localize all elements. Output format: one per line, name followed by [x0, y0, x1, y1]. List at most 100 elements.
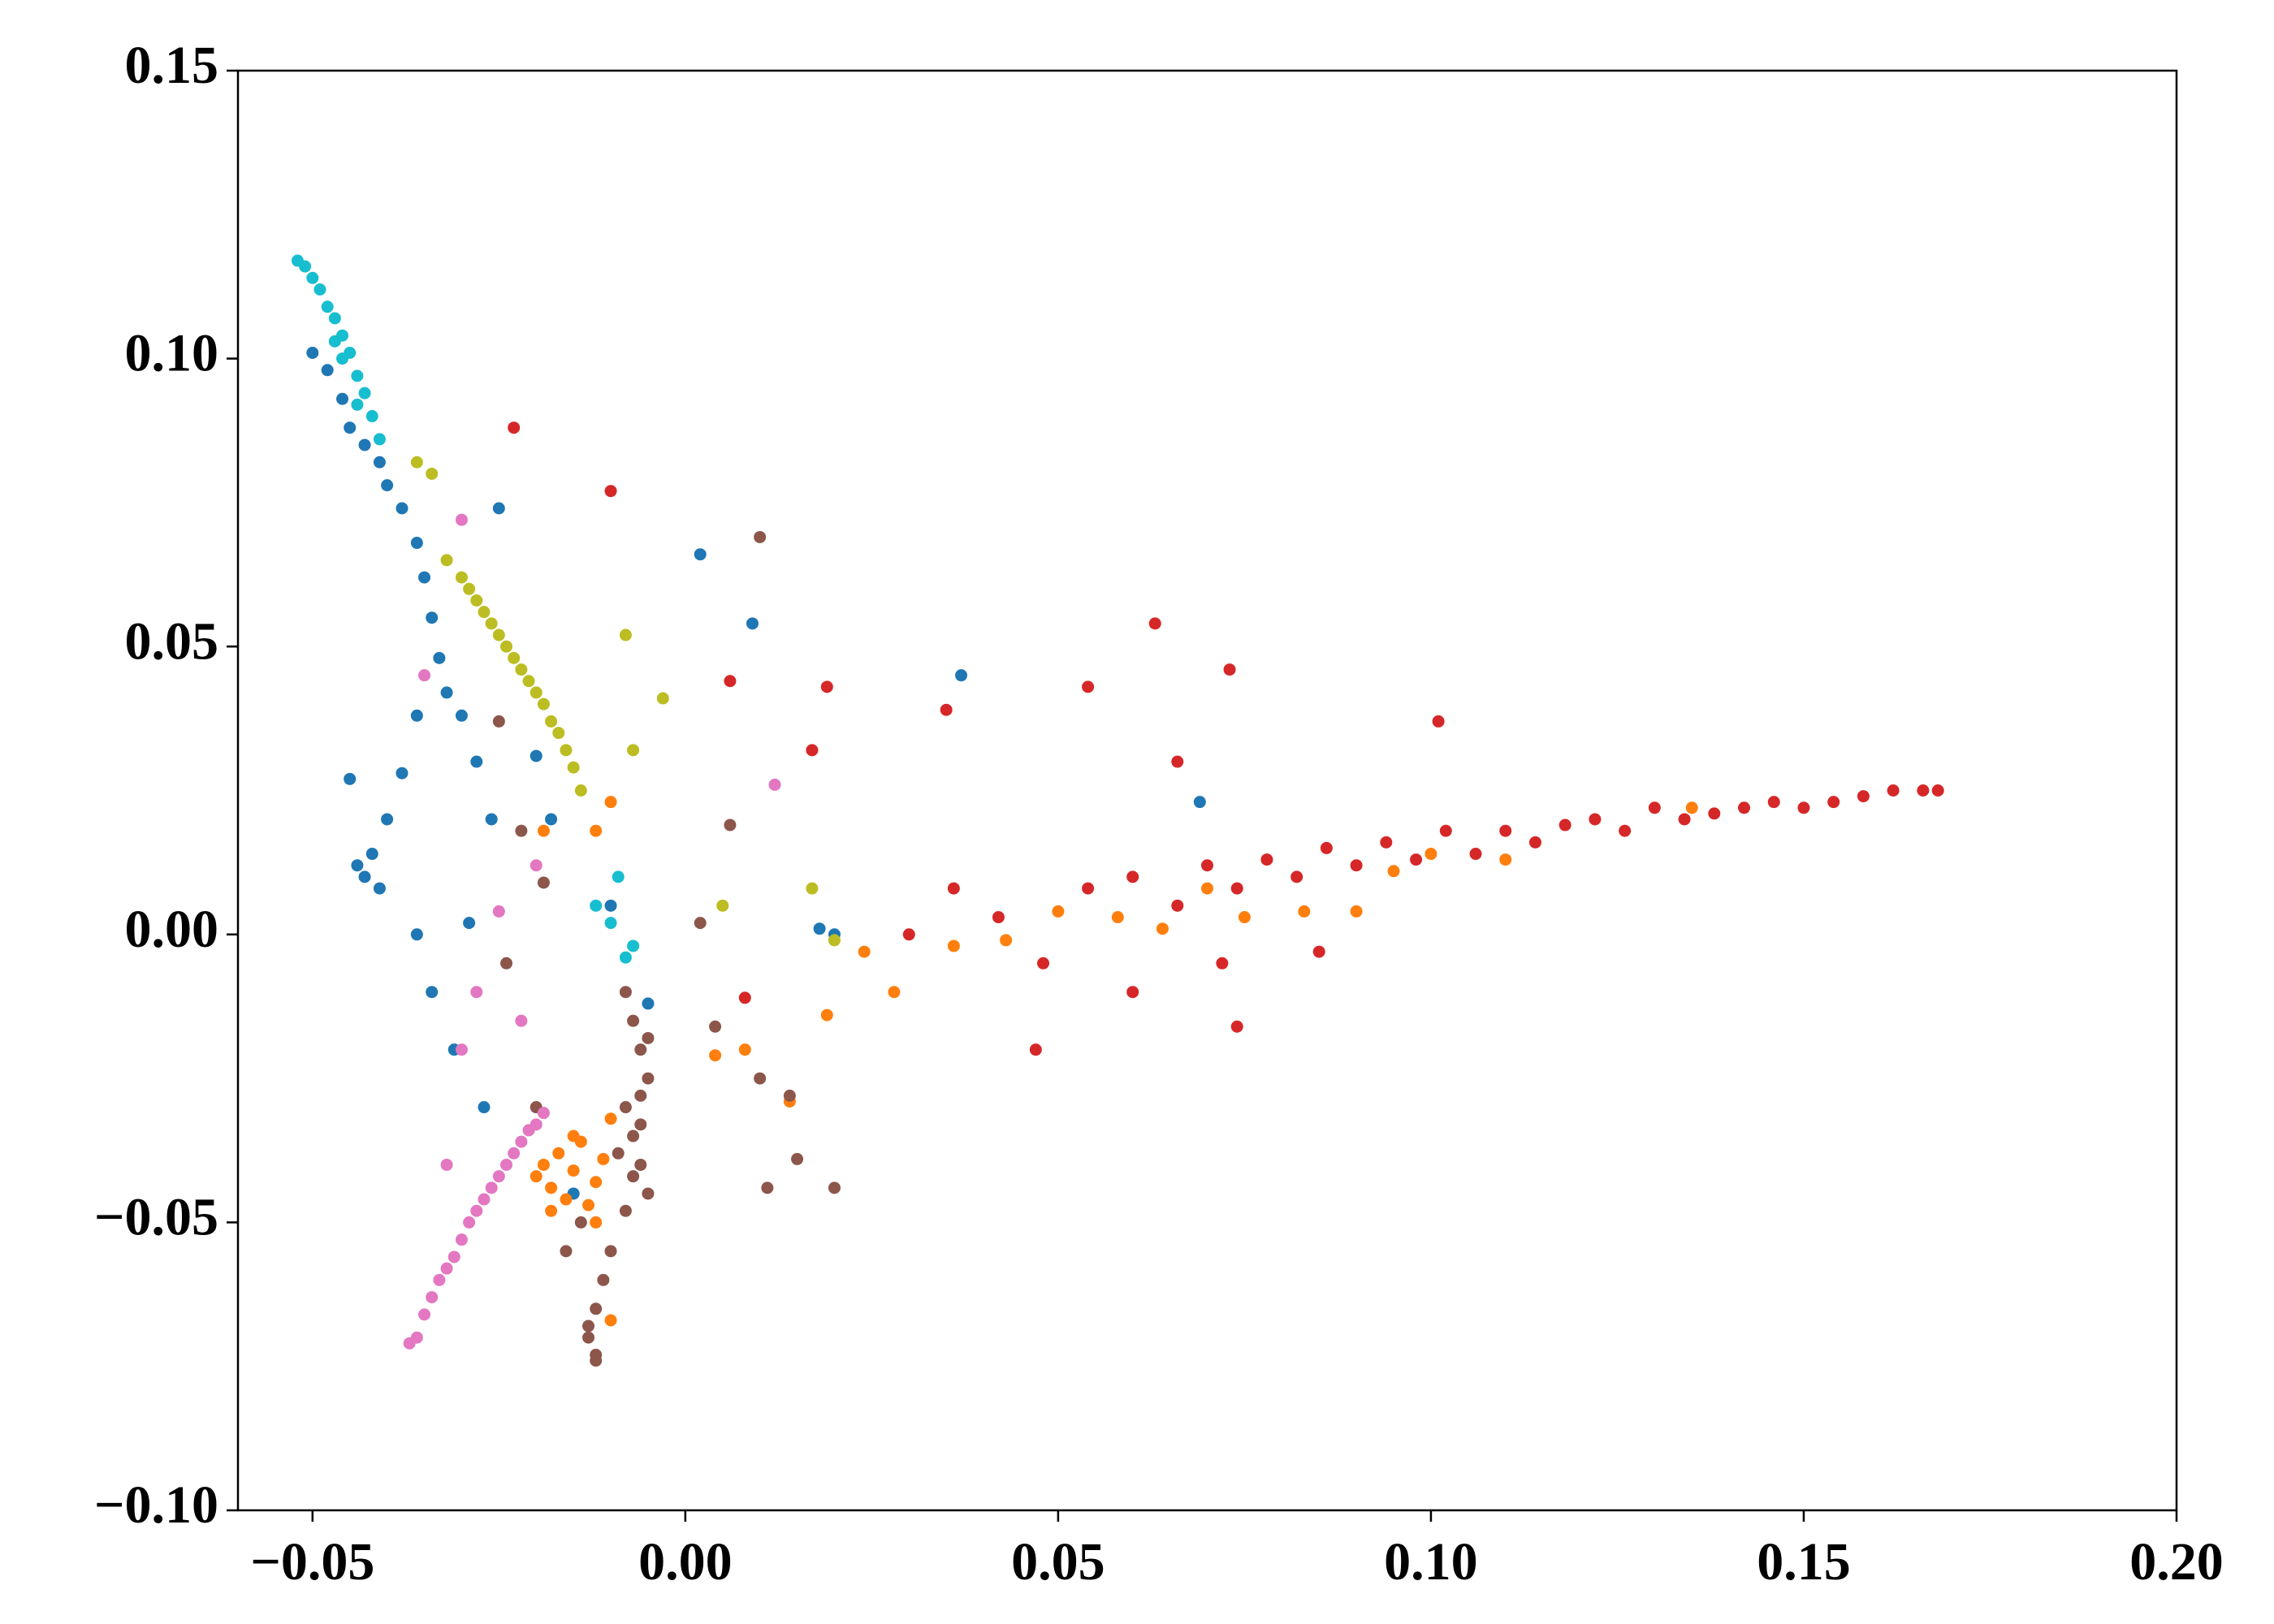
point — [560, 1245, 573, 1258]
point — [709, 1020, 722, 1033]
y-tick-label: 0.05 — [125, 611, 219, 671]
point — [1230, 882, 1243, 895]
point — [321, 364, 334, 377]
point — [1439, 824, 1452, 837]
point — [820, 680, 833, 693]
point — [373, 456, 386, 469]
point — [1298, 905, 1311, 918]
point — [724, 818, 737, 831]
point — [396, 502, 409, 515]
point — [1223, 663, 1236, 676]
point — [597, 1152, 610, 1165]
point — [1082, 680, 1095, 693]
point — [1201, 882, 1213, 895]
point — [1887, 784, 1900, 797]
point — [1171, 755, 1184, 768]
point — [440, 1158, 453, 1171]
point — [455, 571, 468, 584]
point — [604, 917, 617, 930]
point — [478, 1101, 491, 1114]
point — [522, 675, 535, 688]
point — [1857, 790, 1870, 803]
point — [478, 1193, 491, 1206]
point — [597, 1273, 610, 1286]
point — [358, 387, 371, 400]
point — [537, 876, 550, 889]
point — [508, 421, 521, 434]
point — [1126, 986, 1139, 999]
point — [604, 796, 617, 809]
point — [619, 1204, 632, 1217]
point — [1678, 813, 1691, 826]
point — [440, 554, 453, 567]
point — [627, 1170, 640, 1183]
x-tick-label: 0.15 — [1757, 1532, 1851, 1592]
point — [545, 715, 558, 728]
point — [940, 703, 953, 716]
point — [1708, 807, 1721, 820]
point — [1193, 796, 1206, 809]
point — [806, 882, 819, 895]
point — [1648, 801, 1661, 814]
point — [455, 1233, 468, 1246]
point — [403, 1337, 416, 1350]
point — [500, 957, 513, 970]
point — [724, 675, 737, 688]
point — [738, 991, 751, 1004]
y-tick-label: −0.10 — [94, 1475, 218, 1535]
point — [321, 300, 334, 313]
point — [1312, 945, 1325, 958]
point — [426, 986, 439, 999]
point — [604, 1112, 617, 1125]
point — [410, 537, 423, 550]
x-tick-label: 0.00 — [638, 1532, 733, 1592]
point — [791, 1152, 804, 1165]
point — [470, 755, 483, 768]
point — [560, 1193, 573, 1206]
point — [508, 1147, 521, 1160]
point — [433, 651, 446, 664]
point — [1738, 801, 1751, 814]
point — [426, 1291, 439, 1304]
point — [470, 986, 483, 999]
point — [858, 945, 871, 958]
point — [806, 744, 819, 757]
point — [1320, 841, 1333, 854]
point — [530, 749, 543, 762]
point — [492, 628, 505, 641]
point — [642, 1187, 655, 1200]
point — [627, 1129, 640, 1142]
point — [373, 882, 386, 895]
point — [1499, 853, 1512, 866]
point — [947, 939, 960, 952]
point — [612, 870, 625, 883]
point — [537, 698, 550, 710]
point — [1350, 905, 1363, 918]
y-tick-label: 0.10 — [125, 324, 219, 383]
point — [410, 456, 423, 469]
point — [1528, 836, 1541, 849]
point — [627, 1014, 640, 1027]
point — [530, 686, 543, 699]
point — [530, 1118, 543, 1131]
point — [1216, 957, 1229, 970]
x-tick-label: 0.20 — [2129, 1532, 2224, 1592]
point — [1238, 911, 1251, 924]
point — [1037, 957, 1050, 970]
point — [344, 772, 357, 785]
point — [694, 917, 707, 930]
point — [627, 744, 640, 757]
point — [634, 1118, 647, 1131]
point — [336, 392, 349, 405]
point — [492, 502, 505, 515]
point — [336, 352, 349, 365]
y-tick-label: 0.15 — [125, 36, 219, 95]
point — [485, 617, 498, 630]
point — [612, 1147, 625, 1160]
point — [820, 1009, 833, 1021]
y-tick-label: 0.00 — [125, 900, 219, 959]
point — [440, 686, 453, 699]
point — [1260, 853, 1273, 866]
